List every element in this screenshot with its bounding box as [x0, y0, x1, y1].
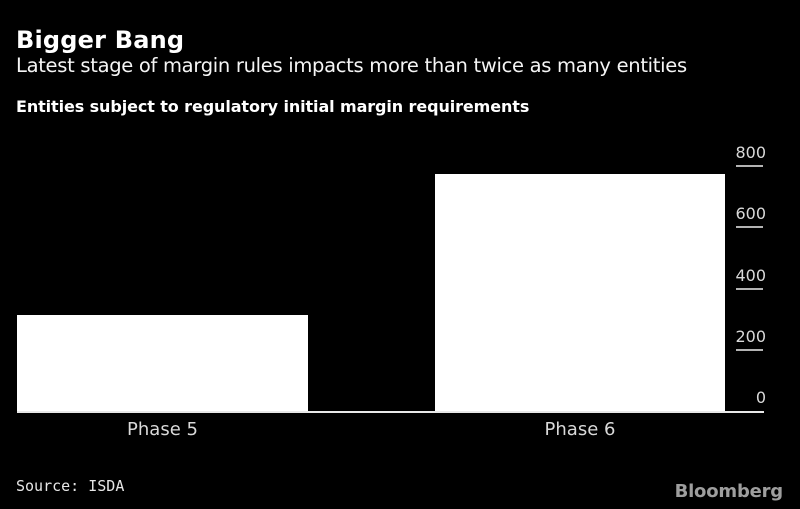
y-axis-tick-label-600: 600 [735, 204, 766, 224]
source-note: Source: ISDA [16, 477, 125, 495]
y-axis-tick-400 [736, 287, 763, 290]
y-axis-tick-label-400: 400 [735, 265, 766, 285]
x-axis-label-phase-6: Phase 6 [544, 419, 616, 440]
x-axis-label-phase-5: Phase 5 [127, 419, 198, 440]
chart-subtitle: Latest stage of margin rules impacts mor… [16, 54, 687, 77]
chart-title: Bigger Bang [16, 26, 185, 54]
y-axis-tick-label-800: 800 [735, 143, 766, 162]
chart-series-label: Entities subject to regulatory initial m… [16, 97, 530, 116]
y-axis-tick-label-0: 0 [755, 388, 766, 407]
bar-phase-5 [17, 314, 308, 411]
y-axis-tick-200 [736, 348, 763, 351]
y-axis-tick-600 [736, 226, 763, 229]
bloomberg-logo: Bloomberg [674, 481, 784, 502]
y-axis-tick-label-200: 200 [735, 326, 766, 346]
bar-phase-6 [435, 173, 725, 411]
y-axis-tick-800 [736, 165, 763, 167]
x-axis-line [17, 411, 764, 413]
